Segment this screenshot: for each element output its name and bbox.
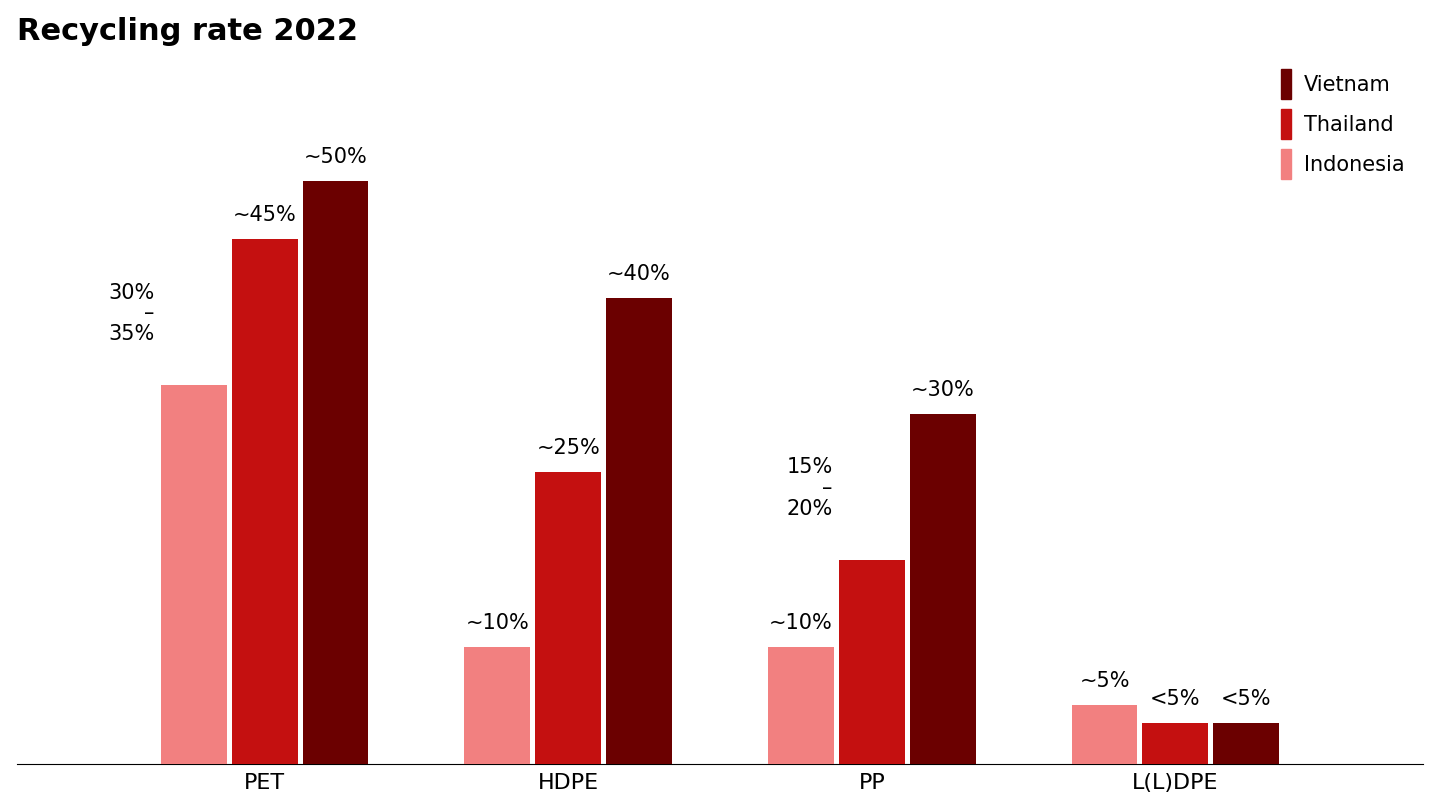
Legend: Vietnam, Thailand, Indonesia: Vietnam, Thailand, Indonesia [1273,61,1413,187]
Text: ~10%: ~10% [769,613,832,633]
Text: ~45%: ~45% [233,206,297,225]
Bar [161,385,226,764]
Bar [1071,706,1138,764]
Text: 15%
–
20%: 15% – 20% [786,458,832,519]
Bar [1142,723,1208,764]
Text: ~5%: ~5% [1080,671,1130,692]
Bar [1214,723,1279,764]
Text: ~30%: ~30% [910,380,975,400]
Text: 30%
–
35%: 30% – 35% [108,283,156,344]
Bar [232,240,298,764]
Bar [768,647,834,764]
Text: Recycling rate 2022: Recycling rate 2022 [17,17,357,45]
Bar [465,647,530,764]
Text: ~40%: ~40% [608,264,671,284]
Bar [536,472,600,764]
Text: ~10%: ~10% [465,613,530,633]
Bar [606,297,672,764]
Bar [302,181,369,764]
Text: <5%: <5% [1151,688,1201,709]
Text: ~25%: ~25% [536,438,600,458]
Text: <5%: <5% [1221,688,1272,709]
Text: ~50%: ~50% [304,147,367,167]
Bar [910,414,975,764]
Bar [840,560,904,764]
